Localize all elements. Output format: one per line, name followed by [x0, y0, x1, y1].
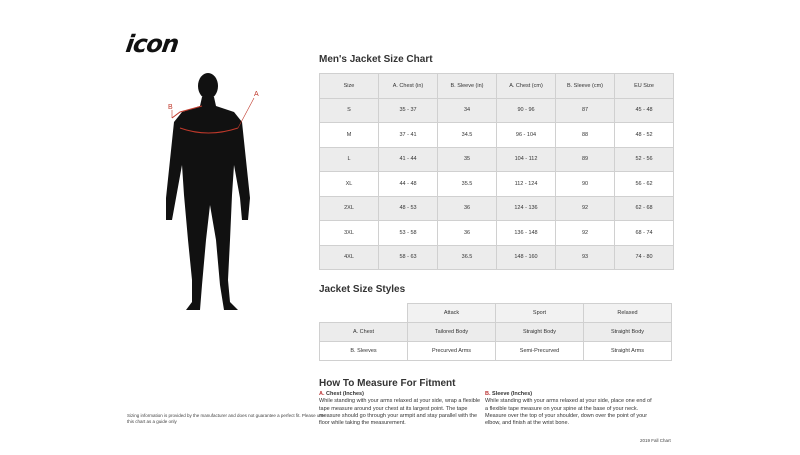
cell: Straight Arms [583, 341, 672, 361]
cell: 124 - 136 [496, 195, 556, 221]
cell: 35.5 [437, 171, 497, 197]
cell: 35 - 37 [378, 97, 438, 123]
table-header-row: Attack Sport Relaxed [319, 303, 672, 323]
sleeve-letter: B. [485, 391, 491, 397]
cell: A. Chest [319, 322, 408, 342]
cell: 96 - 104 [496, 122, 556, 148]
cell: 68 - 74 [614, 220, 674, 246]
cell: 44 - 48 [378, 171, 438, 197]
header-cell: EU Size [614, 73, 674, 99]
cell: 92 [555, 195, 615, 221]
cell: 3XL [319, 220, 379, 246]
styles-title: Jacket Size Styles [319, 284, 406, 295]
label-a: A [254, 91, 259, 98]
sleeve-text: While standing with your arms relaxed at… [485, 398, 652, 427]
chest-text: While standing with your arms relaxed at… [319, 398, 481, 427]
empty-cell [319, 303, 408, 323]
icon-logo: icon [124, 30, 180, 58]
cell: 90 - 96 [496, 97, 556, 123]
cell: Straight Body [583, 322, 672, 342]
measure-title: How To Measure For Fitment [319, 378, 456, 389]
cell: 34.5 [437, 122, 497, 148]
table-row: XL 44 - 48 35.5 112 - 124 90 56 - 62 [319, 171, 674, 197]
cell: 36.5 [437, 244, 497, 270]
footer-label: 2019 Fall Chart [640, 438, 671, 443]
cell: 58 - 63 [378, 244, 438, 270]
table-row: S 35 - 37 34 90 - 96 87 45 - 48 [319, 97, 674, 123]
cell: Tailored Body [407, 322, 496, 342]
cell: 2XL [319, 195, 379, 221]
cell: Straight Body [495, 322, 584, 342]
header-cell: B. Sleeve (cm) [555, 73, 615, 99]
header-cell: A. Chest (cm) [496, 73, 556, 99]
cell: L [319, 146, 379, 172]
sleeve-instructions: B. Sleeve (Inches) While standing with y… [485, 391, 655, 427]
header-cell: B. Sleeve (in) [437, 73, 497, 99]
table-row: 4XL 58 - 63 36.5 148 - 160 93 74 - 80 [319, 244, 674, 270]
header-cell: Sport [495, 303, 584, 323]
cell: Semi-Precurved [495, 341, 584, 361]
cell: 36 [437, 220, 497, 246]
cell: M [319, 122, 379, 148]
table-row: M 37 - 41 34.5 96 - 104 88 48 - 52 [319, 122, 674, 148]
table-row: 3XL 53 - 58 36 136 - 148 92 68 - 74 [319, 220, 674, 246]
chest-letter: A. [319, 391, 325, 397]
cell: 148 - 160 [496, 244, 556, 270]
cell: B. Sleeves [319, 341, 408, 361]
size-chart-table: Size A. Chest (in) B. Sleeve (in) A. Che… [319, 73, 674, 270]
table-header-row: Size A. Chest (in) B. Sleeve (in) A. Che… [319, 73, 674, 99]
table-row: B. Sleeves Precurved Arms Semi-Precurved… [319, 341, 672, 361]
sleeve-label: Sleeve (Inches) [492, 391, 533, 397]
cell: 92 [555, 220, 615, 246]
cell: 93 [555, 244, 615, 270]
size-chart-title: Men's Jacket Size Chart [319, 54, 433, 65]
cell: 90 [555, 171, 615, 197]
cell: 53 - 58 [378, 220, 438, 246]
header-cell: Size [319, 73, 379, 99]
cell: 41 - 44 [378, 146, 438, 172]
cell: 87 [555, 97, 615, 123]
cell: 89 [555, 146, 615, 172]
styles-table: Attack Sport Relaxed A. Chest Tailored B… [319, 303, 672, 361]
cell: 37 - 41 [378, 122, 438, 148]
cell: 35 [437, 146, 497, 172]
cell: 45 - 48 [614, 97, 674, 123]
table-row: A. Chest Tailored Body Straight Body Str… [319, 322, 672, 342]
cell: XL [319, 171, 379, 197]
cell: 136 - 148 [496, 220, 556, 246]
label-b: B [168, 104, 173, 111]
cell: 104 - 112 [496, 146, 556, 172]
chest-label: Chest (Inches) [326, 391, 364, 397]
cell: 4XL [319, 244, 379, 270]
cell: S [319, 97, 379, 123]
cell: 62 - 68 [614, 195, 674, 221]
cell: 112 - 124 [496, 171, 556, 197]
cell: Precurved Arms [407, 341, 496, 361]
chest-instructions: A. Chest (Inches) While standing with yo… [319, 391, 489, 427]
cell: 48 - 53 [378, 195, 438, 221]
cell: 36 [437, 195, 497, 221]
header-cell: Relaxed [583, 303, 672, 323]
cell: 52 - 56 [614, 146, 674, 172]
table-row: L 41 - 44 35 104 - 112 89 52 - 56 [319, 146, 674, 172]
disclaimer: Sizing information is provided by the ma… [127, 413, 325, 424]
table-row: 2XL 48 - 53 36 124 - 136 92 62 - 68 [319, 195, 674, 221]
header-cell: Attack [407, 303, 496, 323]
cell: 34 [437, 97, 497, 123]
cell: 88 [555, 122, 615, 148]
header-cell: A. Chest (in) [378, 73, 438, 99]
cell: 74 - 80 [614, 244, 674, 270]
body-silhouette-figure: A B [166, 73, 259, 310]
cell: 56 - 62 [614, 171, 674, 197]
cell: 48 - 52 [614, 122, 674, 148]
